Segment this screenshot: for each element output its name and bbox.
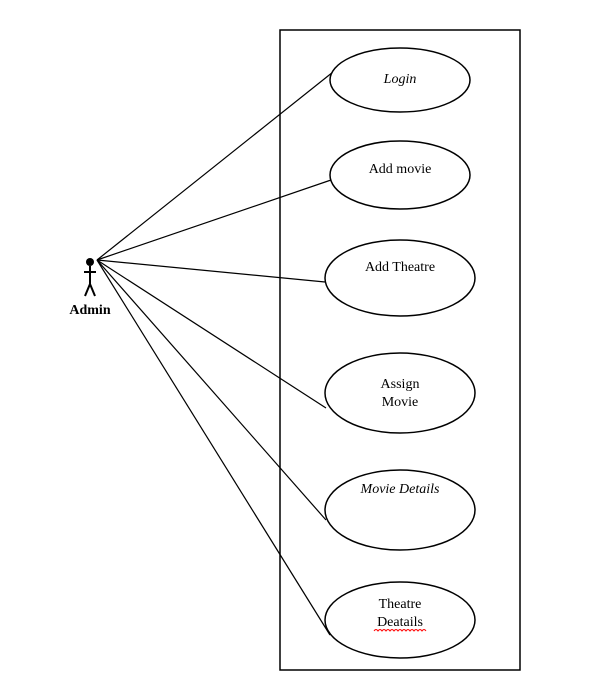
use-case-diagram: Login Add movie Add Theatre Assign Movie Movi…	[0, 0, 607, 695]
use-case-label: Movie Details	[360, 482, 440, 497]
use-case-label: Login	[383, 72, 417, 87]
use-case-label: Add Theatre	[365, 260, 435, 275]
use-case-assign-movie	[325, 353, 475, 433]
system-boundary	[280, 30, 520, 670]
use-case-add-theatre	[325, 240, 475, 316]
association-line	[97, 260, 326, 520]
use-case-label: Add movie	[369, 162, 432, 177]
use-case-label: Assign	[381, 377, 420, 392]
use-case-label: Movie	[382, 395, 419, 410]
use-case-label: Theatre	[379, 597, 422, 612]
association-line	[97, 72, 333, 260]
association-line	[97, 180, 331, 260]
association-line	[97, 260, 330, 635]
use-case-label: Deatails	[377, 615, 423, 630]
association-line	[97, 260, 326, 408]
actor-label: Admin	[69, 303, 110, 318]
association-line	[97, 260, 325, 282]
actor-admin	[84, 258, 96, 296]
